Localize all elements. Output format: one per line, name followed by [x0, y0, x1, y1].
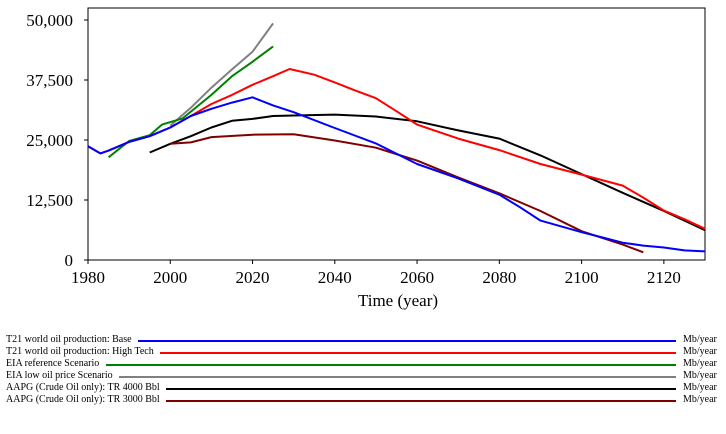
- y-tick-label: 25,000: [26, 131, 73, 150]
- legend-swatch: [165, 400, 676, 402]
- legend-swatch: [137, 340, 676, 342]
- y-tick-label: 12,500: [26, 191, 73, 210]
- legend-item: EIA reference Scenario Mb/year: [0, 358, 726, 370]
- legend-series-name: AAPG (Crude Oil only): TR 4000 Bbl: [6, 382, 160, 393]
- x-tick-label: 2080: [482, 268, 516, 287]
- x-tick-label: 1980: [71, 268, 105, 287]
- legend-swatch: [105, 364, 676, 366]
- y-tick-label: 37,500: [26, 71, 73, 90]
- x-tick-label: 2000: [153, 268, 187, 287]
- legend-item: T21 world oil production: High Tech Mb/ye…: [0, 346, 726, 358]
- plot-frame: [87, 7, 706, 261]
- legend-series-name: T21 world oil production: Base: [6, 334, 132, 345]
- series-line-3: [169, 22, 274, 127]
- legend-series-name: EIA reference Scenario: [6, 358, 100, 369]
- legend-unit: Mb/year: [683, 382, 717, 393]
- series-layer: [87, 22, 706, 254]
- x-tick-label: 2100: [565, 268, 599, 287]
- legend-unit: Mb/year: [683, 370, 717, 381]
- x-tick-label: 2120: [647, 268, 681, 287]
- series-line-5: [170, 133, 644, 254]
- legend-unit: Mb/year: [683, 358, 717, 369]
- series-line-4: [149, 113, 706, 232]
- legend-unit: Mb/year: [683, 346, 717, 357]
- x-tick-label: 2060: [400, 268, 434, 287]
- legend-series-name: T21 world oil production: High Tech: [6, 346, 154, 357]
- legend-swatch: [159, 352, 676, 354]
- legend-series-name: EIA low oil price Scenario: [6, 370, 113, 381]
- legend-unit: Mb/year: [683, 334, 717, 345]
- legend-item: T21 world oil production: Base Mb/year: [0, 334, 726, 346]
- x-axis-label: Time (year): [358, 291, 438, 310]
- x-tick-label: 2040: [318, 268, 352, 287]
- legend-item: AAPG (Crude Oil only): TR 3000 Bbl Mb/yea…: [0, 394, 726, 406]
- x-tick-label: 2020: [236, 268, 270, 287]
- series-line-0: [87, 96, 706, 253]
- legend-swatch: [165, 388, 676, 390]
- y-tick-label: 50,000: [26, 11, 73, 30]
- legend-item: EIA low oil price Scenario Mb/year: [0, 370, 726, 382]
- legend-series-name: AAPG (Crude Oil only): TR 3000 Bbl: [6, 394, 160, 405]
- legend-swatch: [119, 376, 676, 378]
- series-line-1: [87, 68, 706, 230]
- y-tick-label: 0: [65, 251, 74, 270]
- legend-unit: Mb/year: [683, 394, 717, 405]
- legend-item: AAPG (Crude Oil only): TR 4000 Bbl Mb/yea…: [0, 382, 726, 394]
